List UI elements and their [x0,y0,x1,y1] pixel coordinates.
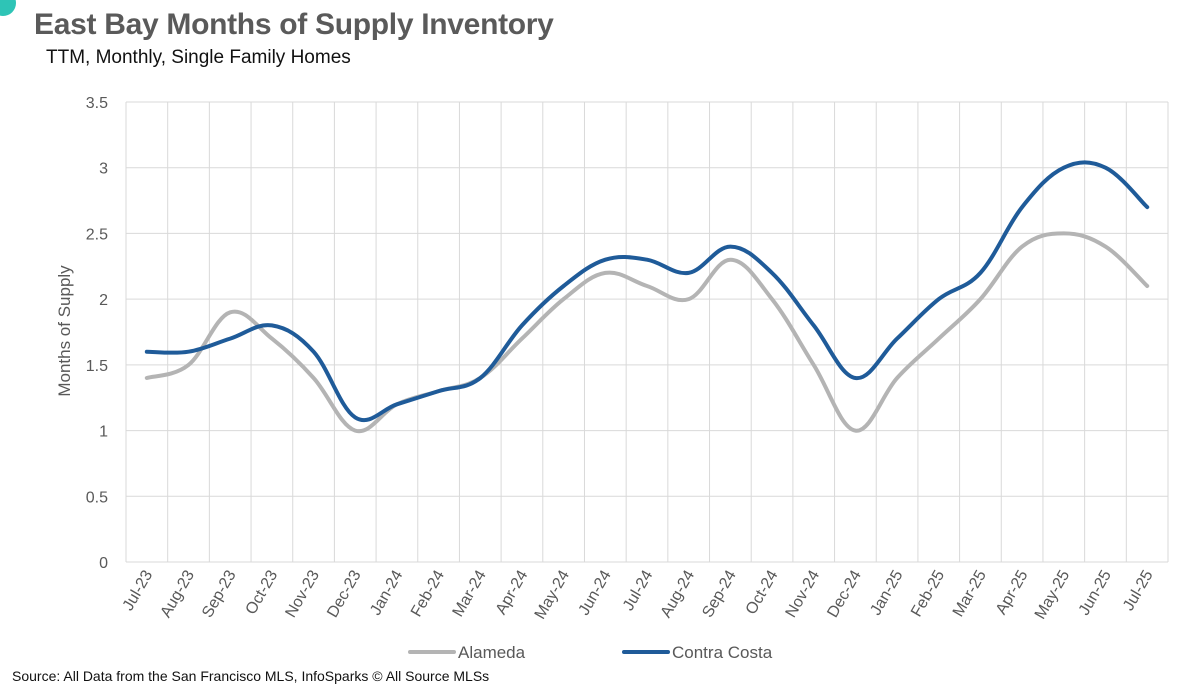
x-tick-label: Jun-24 [576,567,615,618]
x-tick-label: Feb-25 [908,567,948,619]
y-tick-label: 3.5 [86,95,108,112]
legend-item: Alameda [408,643,526,662]
y-axis-label: Months of Supply [55,265,74,397]
x-tick-label: Apr-24 [493,567,532,617]
legend-label: Contra Costa [672,643,773,662]
y-tick-label: 1.5 [86,358,108,375]
y-tick-label: 3 [99,161,108,178]
corner-decoration [0,0,16,16]
series-line [144,231,1150,434]
x-tick-label: Mar-24 [450,567,490,619]
legend-label: Alameda [458,643,526,662]
x-tick-label: Jan-25 [867,567,906,618]
chart-title: East Bay Months of Supply Inventory [34,8,554,41]
y-tick-label: 2 [99,292,108,309]
x-tick-label: Aug-23 [157,567,198,620]
source-note: Source: All Data from the San Francisco … [12,668,490,684]
y-tick-label: 0 [99,555,108,572]
x-tick-label: Sep-24 [699,567,740,620]
y-tick-label: 1 [99,424,108,441]
series-line [144,160,1150,423]
x-tick-label: Jul-23 [120,567,157,613]
chart-subtitle: TTM, Monthly, Single Family Homes [46,47,351,68]
x-tick-label: Dec-23 [324,567,365,620]
grid-lines [125,101,1169,563]
x-tick-label: May-25 [1032,567,1073,622]
y-tick-labels: 0 0.5 1 1.5 2 2.5 3 3.5 [86,95,108,572]
y-tick-label: 2.5 [86,226,108,243]
x-tick-label: Dec-24 [824,567,865,620]
x-tick-label: Apr-25 [993,567,1032,617]
x-tick-label: Jun-25 [1076,567,1115,618]
x-tick-label: Oct-23 [243,567,282,617]
x-tick-label: Aug-24 [658,567,699,620]
x-tick-label: May-24 [532,567,573,622]
x-tick-label: Feb-24 [408,567,448,619]
x-tick-label: Jul-25 [1120,567,1157,613]
x-tick-label: Jan-24 [367,567,406,618]
x-tick-label: Nov-23 [283,567,324,620]
x-tick-labels: Jul-23 Aug-23 Sep-23 Oct-23 Nov-23 Dec-23 Jan-… [120,567,1157,622]
x-tick-label: Jul-24 [620,567,657,613]
y-tick-label: 0.5 [86,489,108,506]
x-tick-label: Nov-24 [783,567,824,620]
legend: Alameda Contra Costa [408,643,773,662]
series-lines [144,160,1150,434]
legend-item: Contra Costa [622,643,773,662]
x-tick-label: Mar-25 [950,567,990,619]
x-tick-label: Sep-23 [199,567,240,620]
x-tick-label: Oct-24 [743,567,782,617]
series-alameda [144,231,1150,434]
series-contra-costa [144,160,1150,423]
